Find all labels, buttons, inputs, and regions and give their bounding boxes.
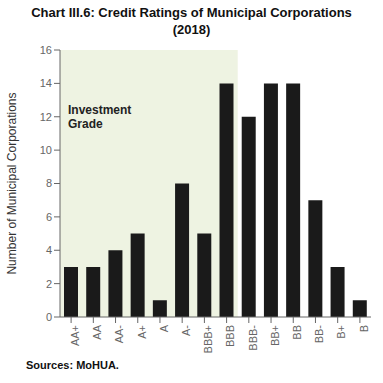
svg-text:6: 6 xyxy=(46,211,52,223)
svg-text:BBB-: BBB- xyxy=(247,325,259,351)
svg-text:AA-: AA- xyxy=(113,325,125,344)
svg-text:AA+: AA+ xyxy=(69,325,81,346)
svg-text:4: 4 xyxy=(46,244,52,256)
svg-text:B: B xyxy=(358,325,370,332)
svg-text:A-: A- xyxy=(180,325,192,336)
svg-text:8: 8 xyxy=(46,177,52,189)
svg-text:BB-: BB- xyxy=(313,325,325,344)
html-text:Sources: MoHUA.: Sources: MoHUA. xyxy=(26,359,119,371)
html-text:Chart III.6: Credit Ratings of: Chart III.6: Credit Ratings of Municipal… xyxy=(31,5,352,37)
svg-text:BB: BB xyxy=(291,325,303,340)
svg-text:B+: B+ xyxy=(335,325,347,339)
svg-text:BB+: BB+ xyxy=(269,325,281,346)
svg-text:16: 16 xyxy=(40,44,52,56)
svg-text:12: 12 xyxy=(40,111,52,123)
svg-text:2: 2 xyxy=(46,278,52,290)
svg-text:BBB+: BBB+ xyxy=(202,325,214,353)
svg-text:0: 0 xyxy=(46,311,52,323)
svg-text:A: A xyxy=(158,324,170,332)
svg-text:AA: AA xyxy=(91,324,103,339)
svg-text:14: 14 xyxy=(40,77,52,89)
svg-text:BBB: BBB xyxy=(224,325,236,347)
svg-text:10: 10 xyxy=(40,144,52,156)
svg-text:InvestmentGrade: InvestmentGrade xyxy=(68,103,131,131)
svg-text:A+: A+ xyxy=(136,325,148,339)
svg-text:Number of Municipal Corporatio: Number of Municipal Corporations xyxy=(8,92,19,274)
